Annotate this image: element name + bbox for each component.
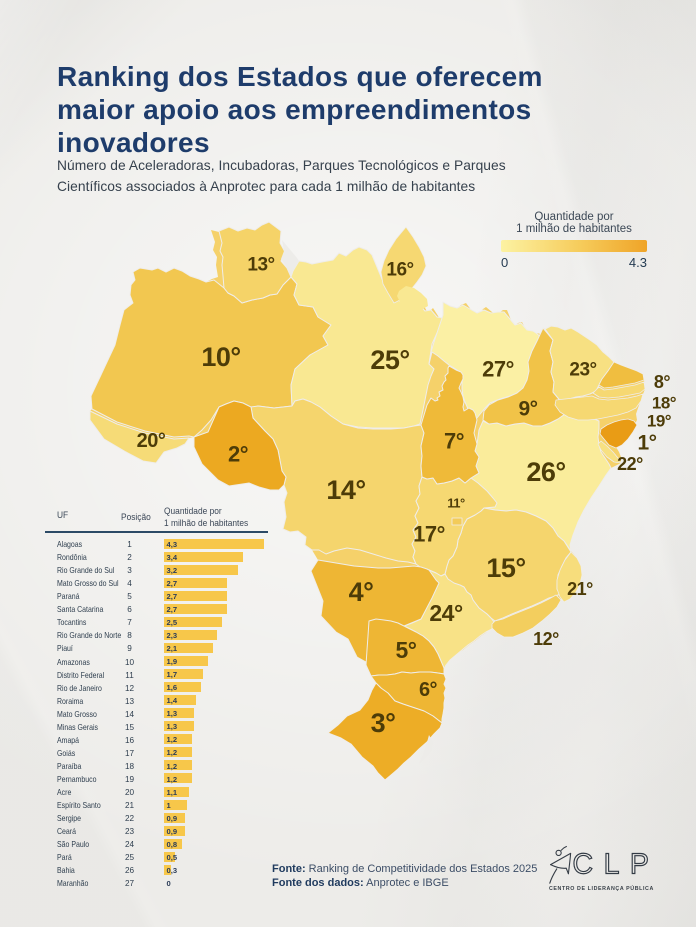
svg-text:22°: 22°	[617, 454, 643, 474]
svg-text:8°: 8°	[654, 372, 671, 392]
svg-text:27°: 27°	[482, 357, 514, 382]
svg-text:CLP: CLP	[573, 849, 660, 881]
svg-text:14°: 14°	[326, 475, 365, 505]
svg-text:1°: 1°	[637, 432, 656, 455]
svg-text:12°: 12°	[533, 629, 559, 649]
svg-text:26°: 26°	[526, 457, 565, 487]
svg-text:20°: 20°	[137, 430, 166, 452]
svg-text:7°: 7°	[444, 429, 464, 454]
svg-text:17°: 17°	[413, 522, 445, 547]
svg-text:24°: 24°	[429, 600, 463, 626]
svg-text:3°: 3°	[371, 708, 396, 738]
svg-text:15°: 15°	[486, 553, 525, 583]
svg-text:21°: 21°	[567, 579, 593, 599]
svg-text:11°: 11°	[447, 496, 465, 511]
svg-text:16°: 16°	[386, 260, 413, 281]
svg-text:4°: 4°	[349, 577, 374, 607]
svg-text:10°: 10°	[201, 342, 240, 372]
svg-text:6°: 6°	[419, 679, 438, 701]
svg-text:25°: 25°	[370, 345, 409, 375]
svg-text:18°: 18°	[652, 394, 677, 413]
svg-text:23°: 23°	[569, 360, 596, 381]
svg-text:2°: 2°	[228, 442, 248, 467]
svg-text:9°: 9°	[518, 398, 537, 421]
svg-text:13°: 13°	[247, 255, 274, 276]
svg-text:19°: 19°	[647, 412, 672, 431]
svg-text:5°: 5°	[396, 637, 417, 663]
